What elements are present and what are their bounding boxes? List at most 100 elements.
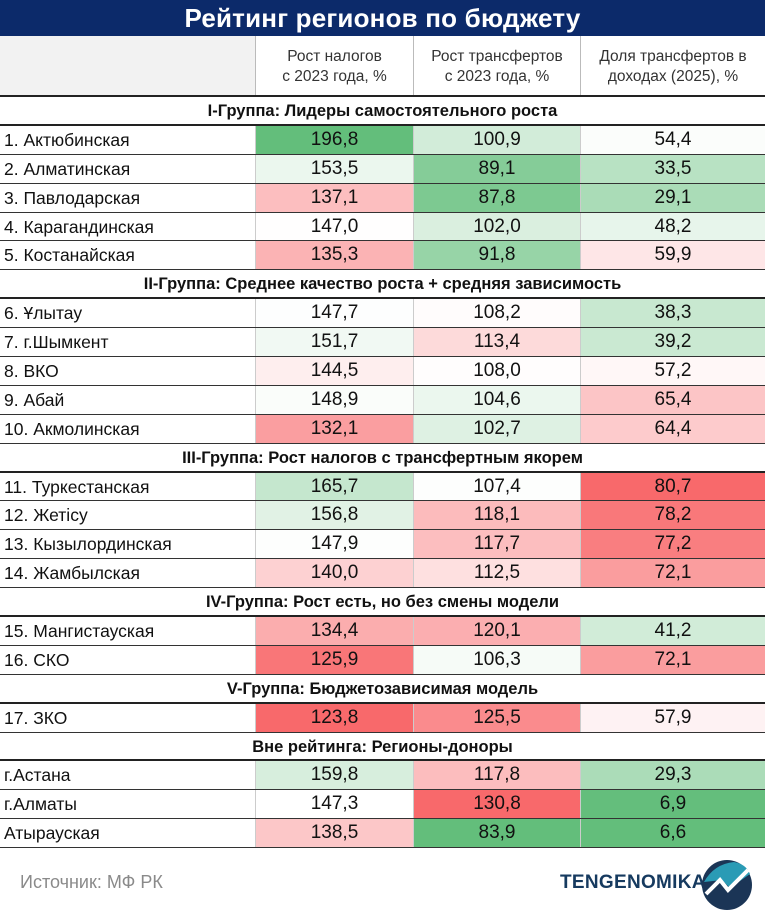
table-row: 4. Карагандинская 147,0 102,0 48,2 bbox=[0, 212, 765, 242]
tax-growth-cell: 153,5 bbox=[255, 154, 413, 183]
header-transfer-growth: Рост трансфертов с 2023 года, % bbox=[413, 36, 580, 95]
region-name: 13. Кызылординская bbox=[4, 534, 172, 555]
table-row: 11. Туркестанская 165,7 107,4 80,7 bbox=[0, 472, 765, 502]
transfer-share-cell: 59,9 bbox=[580, 241, 765, 270]
region-name: 16. СКО bbox=[4, 649, 70, 670]
table-header: Рост налогов с 2023 года, % Рост трансфер… bbox=[0, 36, 765, 97]
tax-growth-cell: 140,0 bbox=[255, 559, 413, 588]
tax-growth-cell: 147,3 bbox=[255, 790, 413, 819]
transfer-share-cell: 65,4 bbox=[580, 385, 765, 414]
transfer-share-cell: 6,9 bbox=[580, 790, 765, 819]
transfer-growth-cell: 102,7 bbox=[413, 414, 580, 443]
region-name: 4. Карагандинская bbox=[4, 216, 154, 237]
transfer-share-cell: 77,2 bbox=[580, 530, 765, 559]
transfer-growth-cell: 108,0 bbox=[413, 357, 580, 385]
transfer-growth-cell: 87,8 bbox=[413, 183, 580, 212]
table-row: 15. Мангистауская 134,4 120,1 41,2 bbox=[0, 617, 765, 646]
table-row: 5. Костанайская 135,3 91,8 59,9 bbox=[0, 241, 765, 271]
tengenomika-logo-icon bbox=[702, 860, 752, 910]
table-row: Атырауская 138,5 83,9 6,6 bbox=[0, 819, 765, 849]
transfer-share-cell: 6,6 bbox=[580, 819, 765, 848]
transfer-share-cell: 78,2 bbox=[580, 501, 765, 530]
transfer-growth-cell: 104,6 bbox=[413, 385, 580, 414]
table-row: 17. ЗКО 123,8 125,5 57,9 bbox=[0, 703, 765, 733]
table-row: 7. г.Шымкент 151,7 113,4 39,2 bbox=[0, 328, 765, 358]
transfer-share-cell: 57,9 bbox=[580, 703, 765, 732]
tax-growth-cell: 144,5 bbox=[255, 357, 413, 385]
brand-name: TENGENOMIKA bbox=[560, 872, 706, 893]
tax-growth-cell: 137,1 bbox=[255, 183, 413, 212]
table-row: г.Алматы 147,3 130,8 6,9 bbox=[0, 790, 765, 820]
region-name: 10. Акмолинская bbox=[4, 418, 140, 439]
transfer-growth-cell: 130,8 bbox=[413, 790, 580, 819]
region-name: 14. Жамбылская bbox=[4, 563, 140, 584]
tax-growth-cell: 125,9 bbox=[255, 645, 413, 674]
header-tax-growth: Рост налогов с 2023 года, % bbox=[255, 36, 413, 95]
page-title: Рейтинг регионов по бюджету bbox=[0, 0, 765, 36]
header-region bbox=[0, 36, 255, 95]
transfer-share-cell: 80,7 bbox=[580, 472, 765, 501]
transfer-growth-cell: 102,0 bbox=[413, 212, 580, 241]
transfer-growth-cell: 113,4 bbox=[413, 328, 580, 357]
table-row: 8. ВКО 144,5 108,0 57,2 bbox=[0, 357, 765, 386]
region-name: 11. Туркестанская bbox=[4, 476, 150, 497]
transfer-growth-cell: 125,5 bbox=[413, 703, 580, 732]
source-note: Источник: МФ РК bbox=[20, 872, 163, 892]
table-row: 1. Актюбинская 196,8 100,9 54,4 bbox=[0, 125, 765, 155]
transfer-growth-cell: 108,2 bbox=[413, 299, 580, 328]
region-name: 9. Абай bbox=[4, 389, 65, 410]
group-header: V-Группа: Бюджетозависимая модель bbox=[0, 675, 765, 704]
tax-growth-cell: 165,7 bbox=[255, 472, 413, 501]
tax-growth-cell: 147,7 bbox=[255, 299, 413, 328]
region-name: Атырауская bbox=[4, 823, 100, 844]
table-row: г.Астана 159,8 117,8 29,3 bbox=[0, 761, 765, 791]
header-transfer-share: Доля трансфертов в доходах (2025), % bbox=[580, 36, 765, 95]
tax-growth-cell: 123,8 bbox=[255, 703, 413, 732]
transfer-growth-cell: 100,9 bbox=[413, 125, 580, 154]
table-row: 6. Ұлытау 147,7 108,2 38,3 bbox=[0, 299, 765, 329]
transfer-growth-cell: 120,1 bbox=[413, 617, 580, 645]
table-row: 12. Жетісу 156,8 118,1 78,2 bbox=[0, 501, 765, 531]
region-name: 17. ЗКО bbox=[4, 707, 68, 728]
transfer-share-cell: 57,2 bbox=[580, 357, 765, 385]
tax-growth-cell: 132,1 bbox=[255, 414, 413, 443]
table-row: 13. Кызылординская 147,9 117,7 77,2 bbox=[0, 530, 765, 560]
transfer-share-cell: 29,1 bbox=[580, 183, 765, 212]
region-name: 15. Мангистауская bbox=[4, 621, 155, 642]
transfer-share-cell: 33,5 bbox=[580, 154, 765, 183]
region-name: 1. Актюбинская bbox=[4, 129, 130, 150]
transfer-share-cell: 48,2 bbox=[580, 212, 765, 241]
transfer-share-cell: 72,1 bbox=[580, 559, 765, 588]
transfer-growth-cell: 112,5 bbox=[413, 559, 580, 588]
tax-growth-cell: 147,9 bbox=[255, 530, 413, 559]
tax-growth-cell: 135,3 bbox=[255, 241, 413, 270]
transfer-growth-cell: 91,8 bbox=[413, 241, 580, 270]
region-name: 5. Костанайская bbox=[4, 245, 135, 266]
table-row: 10. Акмолинская 132,1 102,7 64,4 bbox=[0, 414, 765, 444]
transfer-growth-cell: 107,4 bbox=[413, 472, 580, 501]
region-name: 6. Ұлытау bbox=[4, 303, 83, 324]
transfer-growth-cell: 117,8 bbox=[413, 761, 580, 790]
group-header: Вне рейтинга: Регионы-доноры bbox=[0, 733, 765, 762]
transfer-share-cell: 54,4 bbox=[580, 125, 765, 154]
tax-growth-cell: 151,7 bbox=[255, 328, 413, 357]
region-name: 12. Жетісу bbox=[4, 505, 88, 526]
tax-growth-cell: 159,8 bbox=[255, 761, 413, 790]
region-name: 3. Павлодарская bbox=[4, 187, 141, 208]
transfer-growth-cell: 118,1 bbox=[413, 501, 580, 530]
group-header: IV-Группа: Рост есть, но без смены модел… bbox=[0, 588, 765, 618]
tax-growth-cell: 148,9 bbox=[255, 385, 413, 414]
region-name: 8. ВКО bbox=[4, 361, 59, 382]
tax-growth-cell: 134,4 bbox=[255, 617, 413, 645]
group-header: III-Группа: Рост налогов с трансфертным … bbox=[0, 444, 765, 473]
tax-growth-cell: 147,0 bbox=[255, 212, 413, 241]
region-name: г.Астана bbox=[4, 765, 71, 786]
region-name: 2. Алматинская bbox=[4, 158, 131, 179]
transfer-share-cell: 29,3 bbox=[580, 761, 765, 790]
budget-table: Рост налогов с 2023 года, % Рост трансфер… bbox=[0, 36, 765, 849]
transfer-share-cell: 41,2 bbox=[580, 617, 765, 645]
tax-growth-cell: 138,5 bbox=[255, 819, 413, 848]
tax-growth-cell: 196,8 bbox=[255, 125, 413, 154]
table-row: 3. Павлодарская 137,1 87,8 29,1 bbox=[0, 183, 765, 213]
transfer-share-cell: 39,2 bbox=[580, 328, 765, 357]
